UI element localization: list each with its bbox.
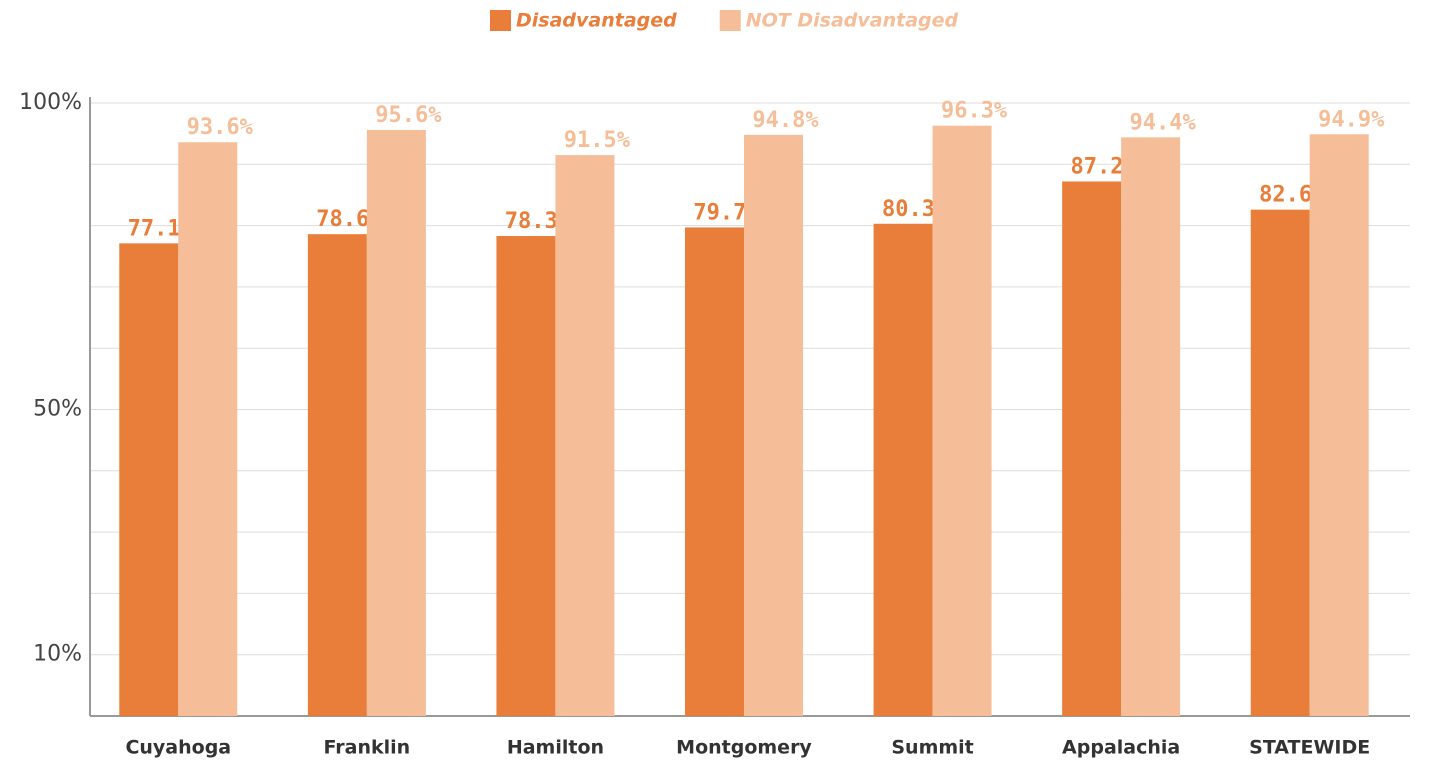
y-tick-label: 100% (19, 90, 82, 115)
bar (178, 142, 238, 716)
bar (1309, 134, 1369, 716)
x-tick-label: Montgomery (676, 737, 812, 759)
bar (932, 125, 992, 716)
y-tick-label: 10% (33, 642, 82, 667)
y-tick-label: 50% (33, 397, 82, 422)
x-tick-label: STATEWIDE (1249, 737, 1370, 759)
bar (119, 243, 179, 716)
value-label: 96.3% (941, 99, 1008, 124)
legend-label: Disadvantaged (516, 10, 677, 32)
x-tick-label: Appalachia (1062, 737, 1180, 759)
bar (555, 155, 615, 717)
bar (366, 129, 426, 717)
bar (307, 234, 367, 716)
value-label: 94.8% (752, 108, 819, 133)
value-label: 93.6% (187, 115, 254, 140)
value-label: 95.6% (375, 103, 442, 128)
legend-swatch (490, 10, 511, 31)
value-label: 94.9% (1318, 107, 1385, 132)
bar (1250, 209, 1310, 717)
legend-label: NOT Disadvantaged (746, 10, 959, 32)
x-tick-label: Summit (891, 737, 973, 759)
value-label: 91.5% (564, 128, 631, 153)
x-tick-label: Cuyahoga (125, 737, 231, 759)
value-label: 94.4% (1130, 110, 1197, 135)
legend-swatch (719, 10, 741, 31)
bar (496, 236, 556, 716)
bar (873, 223, 933, 717)
bar (1121, 137, 1181, 716)
x-tick-label: Franklin (324, 737, 411, 759)
bar (685, 227, 744, 716)
x-tick-label: Hamilton (507, 737, 604, 759)
bar (1062, 181, 1122, 717)
bar (744, 134, 803, 717)
